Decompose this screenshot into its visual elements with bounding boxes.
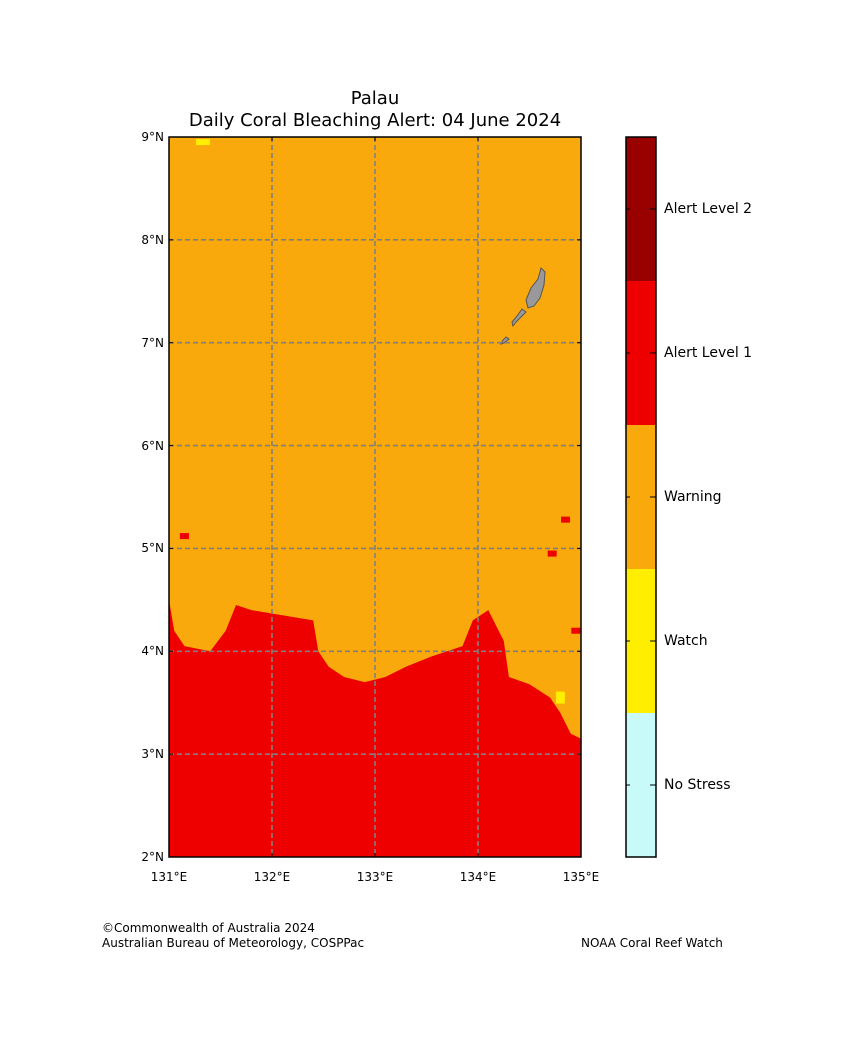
colorbar-label: Alert Level 2 [664,201,753,217]
lat-tick-label: 6°N [141,438,164,453]
lat-tick-label: 8°N [141,232,164,247]
patch-alert-level-1 [571,627,581,634]
axis-ticks [168,136,582,858]
lat-tick-label: 5°N [141,541,164,556]
colorbar-label: Alert Level 1 [664,345,753,361]
patch-alert-level-1 [179,533,189,540]
lon-tick-label: 135°E [562,870,600,884]
lat-tick-label: 3°N [141,747,164,762]
partner-text: NOAA Coral Reef Watch [581,936,723,950]
lon-tick-label: 131°E [150,870,188,884]
lon-tick-label: 133°E [356,870,394,884]
alert-level-1-region [169,599,581,857]
palau-islands-land [500,267,546,345]
patch-watch [555,691,565,704]
colorbar-label: Warning [664,489,722,505]
map-title: Palau [350,88,400,109]
lon-tick-label: 134°E [459,870,497,884]
colorbar-label: Watch [664,633,708,649]
graticule-grid [169,137,581,857]
agency-text: Australian Bureau of Meteorology, COSPPa… [102,936,365,950]
lat-tick-label: 2°N [141,850,164,864]
patch-watch [195,139,210,146]
colorbar-frame [625,136,657,858]
lat-tick-label: 7°N [141,335,164,350]
isolated-alert-patches [179,139,581,704]
copyright-text: ©Commonwealth of Australia 2024 [102,921,315,935]
map-subtitle: Daily Coral Bleaching Alert: 04 June 202… [188,110,562,131]
patch-alert-level-1 [561,516,571,523]
patch-alert-level-1 [547,550,557,557]
lat-tick-label: 4°N [141,644,164,659]
lat-tick-label: 9°N [141,130,164,144]
lon-tick-label: 132°E [253,870,291,884]
colorbar-label: No Stress [664,777,731,793]
